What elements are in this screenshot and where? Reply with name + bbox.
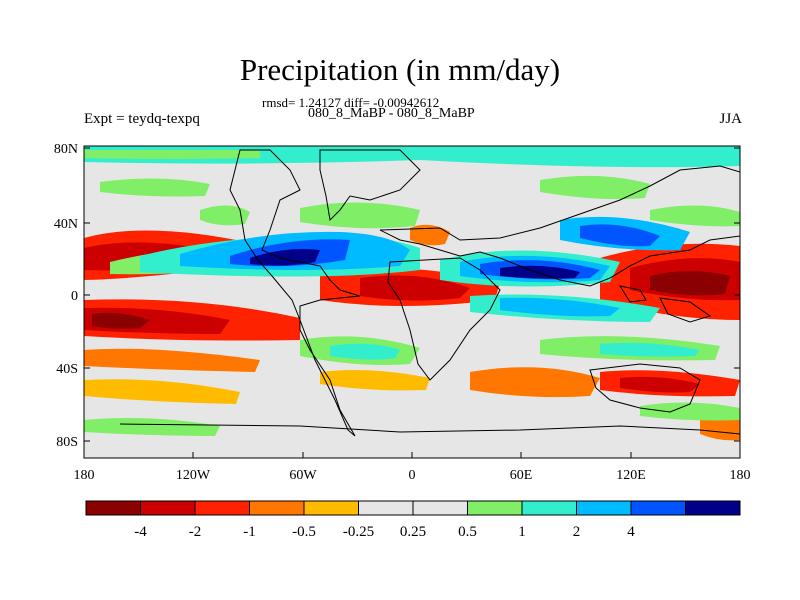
plot-subtitle: rmsd= 1.24127 diff= -0.00942612 <box>262 95 440 110</box>
colorbar-boxes <box>85 500 741 516</box>
colorbar-label: -0.5 <box>292 524 316 540</box>
positive-anomalies <box>84 146 740 436</box>
x-tick-label: 120W <box>176 468 211 483</box>
colorbar-label: 2 <box>573 524 581 540</box>
colorbar-label: 0.25 <box>400 524 426 540</box>
y-tick-label: 80S <box>56 435 78 450</box>
x-tick-labels: 180 120W 60W 0 60E 120E 180 <box>74 468 751 483</box>
colorbar-labels: -4 -2 -1 -0.5 -0.25 0.25 0.5 1 2 4 <box>134 524 635 540</box>
colorbar-box <box>412 500 468 516</box>
colorbar-label: -1 <box>243 524 256 540</box>
colorbar-label: 1 <box>518 524 526 540</box>
coastlines <box>119 149 740 437</box>
colorbar-box <box>249 500 305 516</box>
plot-title: Precipitation (in mm/day) <box>239 52 561 87</box>
colorbar-label: 0.5 <box>458 524 477 540</box>
colorbar-box <box>521 500 577 516</box>
x-tick-label: 120E <box>616 468 646 483</box>
colorbar-box <box>467 500 523 516</box>
season-label: JJA <box>719 111 742 127</box>
y-tick-label: 40S <box>56 362 78 377</box>
colorbar-box <box>358 500 414 516</box>
colorbar-box <box>194 500 250 516</box>
y-axis <box>84 147 740 442</box>
x-tick-label: 180 <box>74 468 95 483</box>
colorbar-box <box>630 500 686 516</box>
y-tick-labels: 80N 40N 0 40S 80S <box>54 142 78 450</box>
colorbar-box <box>685 500 741 516</box>
case-label: 080_8_MaBP - 080_8_MaBP <box>308 106 475 121</box>
y-tick-label: 0 <box>71 289 78 304</box>
colorbar-label: -0.25 <box>343 524 374 540</box>
precip-field <box>84 146 740 441</box>
colorbar-label: -2 <box>189 524 202 540</box>
colorbar-box <box>140 500 196 516</box>
y-tick-label: 40N <box>54 217 78 232</box>
colorbar-label: 4 <box>627 524 635 540</box>
x-axis <box>83 452 741 458</box>
colorbar-box <box>303 500 359 516</box>
x-tick-label: 0 <box>409 468 416 483</box>
colorbar-label: -4 <box>134 524 147 540</box>
y-tick-label: 80N <box>54 142 78 157</box>
x-tick-label: 60W <box>289 468 317 483</box>
x-tick-label: 60E <box>510 468 533 483</box>
colorbar-box <box>85 500 141 516</box>
map-panel <box>83 145 741 459</box>
x-tick-label: 180 <box>730 468 751 483</box>
experiment-label: Expt = teydq-texpq <box>84 111 200 127</box>
colorbar: -4 -2 -1 -0.5 -0.25 0.25 0.5 1 2 4 <box>85 500 741 540</box>
colorbar-box <box>576 500 632 516</box>
